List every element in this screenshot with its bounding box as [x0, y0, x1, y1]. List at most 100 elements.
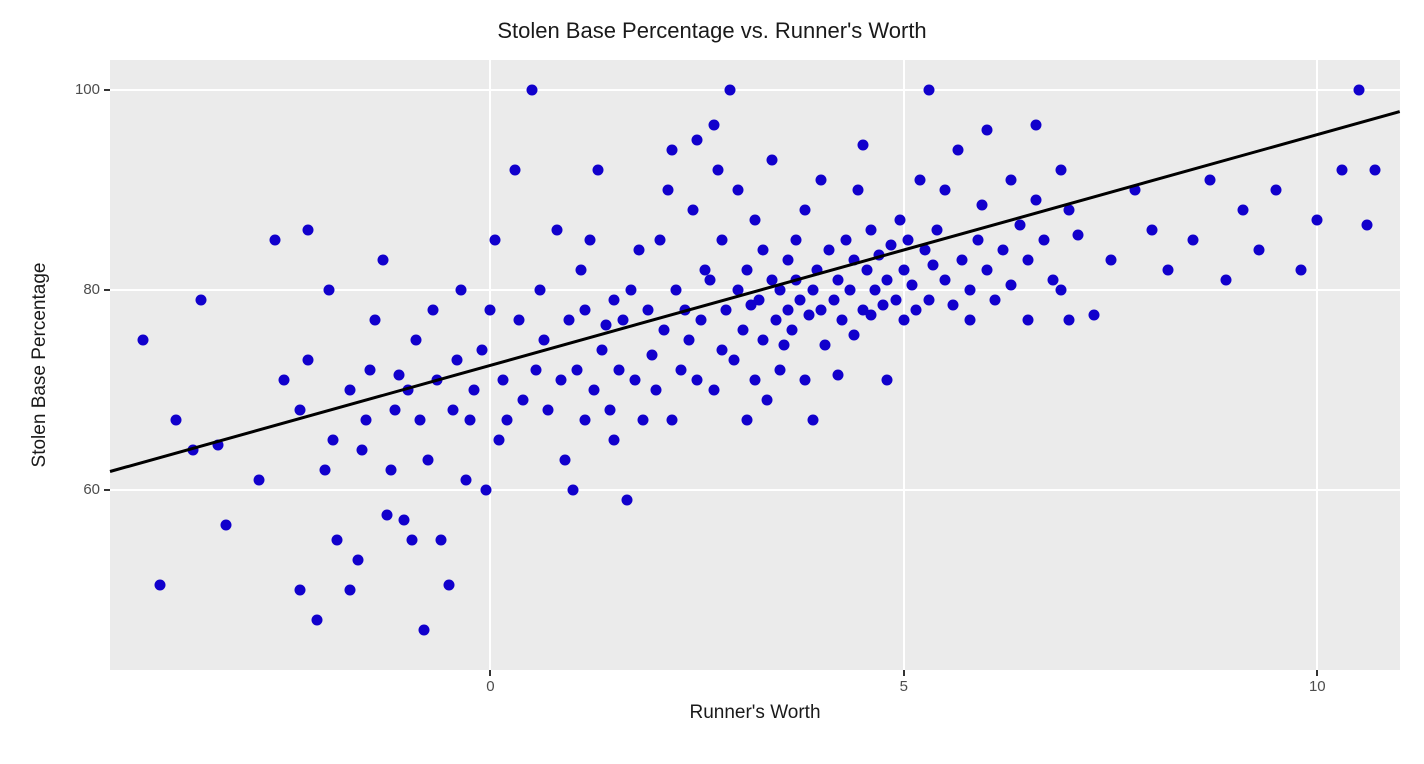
data-point [1055, 285, 1066, 296]
data-point [423, 455, 434, 466]
data-point [435, 535, 446, 546]
data-point [357, 445, 368, 456]
data-point [1014, 220, 1025, 231]
data-point [861, 265, 872, 276]
data-point [138, 335, 149, 346]
data-point [563, 315, 574, 326]
data-point [609, 435, 620, 446]
data-point [832, 370, 843, 381]
data-point [634, 245, 645, 256]
data-point [460, 475, 471, 486]
data-point [923, 295, 934, 306]
data-point [551, 225, 562, 236]
data-point [741, 265, 752, 276]
data-point [712, 165, 723, 176]
data-point [708, 120, 719, 131]
data-point [650, 385, 661, 396]
data-point [580, 415, 591, 426]
data-point [427, 305, 438, 316]
data-point [386, 465, 397, 476]
data-point [303, 355, 314, 366]
data-point [295, 405, 306, 416]
data-point [787, 325, 798, 336]
data-point [754, 295, 765, 306]
data-point [609, 295, 620, 306]
data-point [328, 435, 339, 446]
data-point [907, 280, 918, 291]
data-point [481, 485, 492, 496]
data-point [361, 415, 372, 426]
grid-line-vertical [1316, 60, 1318, 670]
y-axis-title: Stolen Base Percentage [29, 263, 51, 468]
data-point [365, 365, 376, 376]
data-point [1031, 195, 1042, 206]
data-point [406, 535, 417, 546]
data-point [324, 285, 335, 296]
data-point [526, 85, 537, 96]
data-point [952, 145, 963, 156]
data-point [1039, 235, 1050, 246]
data-point [382, 510, 393, 521]
data-point [489, 235, 500, 246]
data-point [692, 375, 703, 386]
data-point [555, 375, 566, 386]
data-point [1031, 120, 1042, 131]
data-point [452, 355, 463, 366]
data-point [716, 235, 727, 246]
y-tick-label: 60 [83, 481, 100, 498]
data-point [878, 300, 889, 311]
data-point [750, 375, 761, 386]
data-point [1361, 220, 1372, 231]
data-point [1064, 315, 1075, 326]
data-point [415, 415, 426, 426]
data-point [220, 520, 231, 531]
data-point [456, 285, 467, 296]
data-point [894, 215, 905, 226]
data-point [683, 335, 694, 346]
data-point [398, 515, 409, 526]
data-point [762, 395, 773, 406]
data-point [915, 175, 926, 186]
data-point [845, 285, 856, 296]
regression-line [110, 110, 1401, 473]
data-point [675, 365, 686, 376]
data-point [803, 310, 814, 321]
data-point [514, 315, 525, 326]
data-point [816, 175, 827, 186]
data-point [1146, 225, 1157, 236]
x-tick-label: 5 [884, 678, 924, 695]
data-point [725, 85, 736, 96]
data-point [646, 350, 657, 361]
data-point [1022, 255, 1033, 266]
data-point [667, 415, 678, 426]
data-point [853, 185, 864, 196]
data-point [948, 300, 959, 311]
y-tick-mark [104, 289, 110, 291]
data-point [588, 385, 599, 396]
data-point [824, 245, 835, 256]
data-point [927, 260, 938, 271]
data-point [410, 335, 421, 346]
data-point [923, 85, 934, 96]
data-point [973, 235, 984, 246]
data-point [659, 325, 670, 336]
data-point [1072, 230, 1083, 241]
data-point [758, 245, 769, 256]
data-point [1295, 265, 1306, 276]
data-point [828, 295, 839, 306]
data-point [840, 235, 851, 246]
data-point [1006, 175, 1017, 186]
data-point [493, 435, 504, 446]
data-point [931, 225, 942, 236]
data-point [849, 330, 860, 341]
data-point [1055, 165, 1066, 176]
data-point [654, 235, 665, 246]
x-tick-label: 10 [1297, 678, 1337, 695]
x-tick-mark [489, 670, 491, 676]
data-point [605, 405, 616, 416]
data-point [807, 285, 818, 296]
data-point [799, 375, 810, 386]
data-point [721, 305, 732, 316]
data-point [530, 365, 541, 376]
data-point [477, 345, 488, 356]
